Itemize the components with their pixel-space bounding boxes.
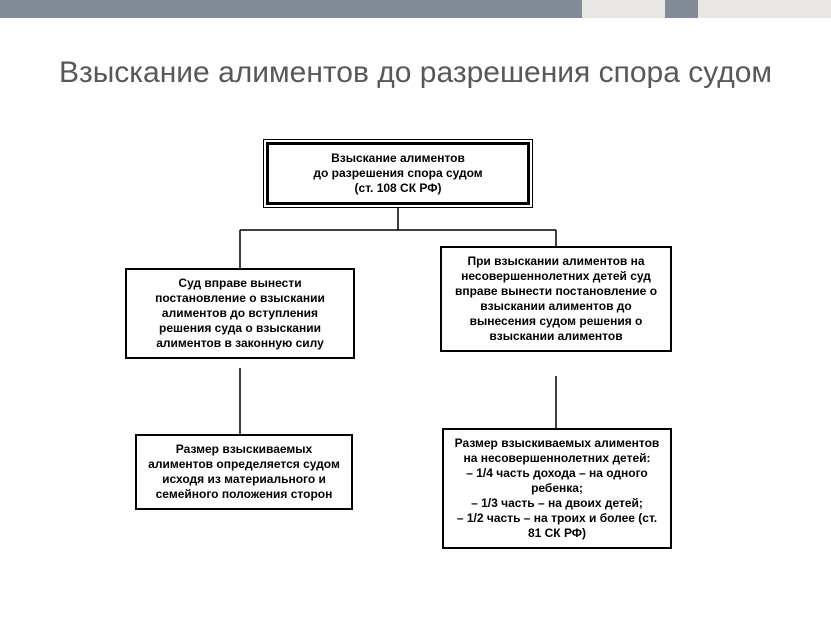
bar-segment [582, 0, 665, 18]
left-node-2: Размер взыскиваемых алиментов определяет… [135, 434, 353, 510]
right2-item: – 1/4 часть дохода – на одного ребенка; [452, 466, 662, 496]
bar-segment [0, 0, 582, 18]
root-line3: (ст. 108 СК РФ) [277, 181, 519, 196]
root-node: Взыскание алиментов до разрешения спора … [266, 142, 530, 205]
decorative-top-bar [0, 0, 831, 18]
right2-header: Размер взыскиваемых алиментов на несовер… [452, 436, 662, 466]
slide-title: Взыскание алиментов до разрешения спора … [0, 54, 831, 92]
bar-segment [698, 0, 831, 18]
flowchart-diagram: Взыскание алиментов до разрешения спора … [0, 138, 831, 623]
right-node-2: Размер взыскиваемых алиментов на несовер… [442, 428, 672, 549]
right2-item: – 1/2 часть – на троих и более (ст. 81 С… [452, 511, 662, 541]
root-line2: до разрешения спора судом [277, 166, 519, 181]
left-node-1: Суд вправе вынести постановление о взыск… [125, 268, 355, 359]
root-line1: Взыскание алиментов [277, 151, 519, 166]
right2-item: – 1/3 часть – на двоих детей; [452, 496, 662, 511]
bar-segment [665, 0, 698, 18]
right-node-1: При взыскании алиментов на несовершеннол… [440, 246, 672, 352]
connectors [0, 138, 831, 623]
